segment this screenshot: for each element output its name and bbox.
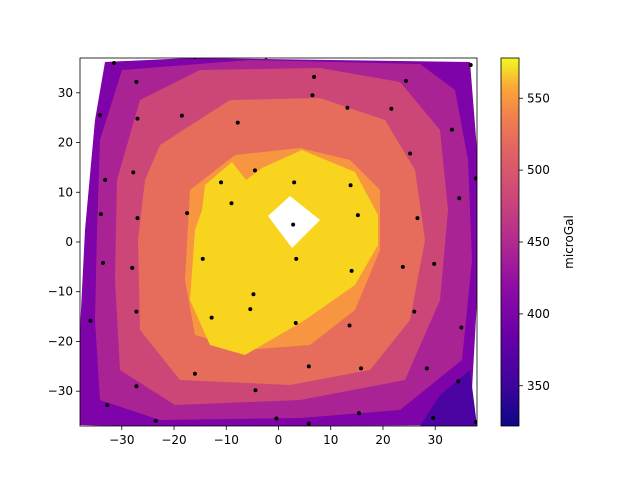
station-point — [358, 54, 362, 58]
station-point — [415, 216, 420, 221]
x-tick-label: 0 — [275, 433, 283, 447]
station-point — [248, 307, 253, 312]
station-point — [153, 419, 158, 424]
y-tick-label: −30 — [48, 384, 73, 398]
station-point — [459, 325, 464, 330]
colorbar-tick-label: 350 — [527, 379, 550, 393]
station-point — [235, 120, 240, 125]
colorbar-label: microGal — [562, 215, 576, 269]
station-point — [134, 384, 139, 389]
station-point — [135, 216, 140, 221]
station-point — [130, 265, 135, 270]
x-tick-label: 30 — [428, 433, 443, 447]
x-axis: −30 −20 −10 0 10 20 30 — [109, 426, 443, 447]
colorbar-tick-label: 450 — [527, 235, 550, 249]
station-point — [264, 58, 268, 60]
station-point — [111, 60, 116, 65]
station-point — [134, 79, 139, 84]
station-point — [105, 403, 110, 408]
station-point — [97, 113, 102, 118]
station-point — [292, 180, 297, 185]
station-point — [389, 106, 394, 111]
y-tick-label: −20 — [48, 334, 73, 348]
station-point — [432, 261, 437, 266]
contour-band-6 — [190, 150, 378, 355]
contour-missing-region — [268, 196, 320, 248]
x-tick-label: 10 — [323, 433, 338, 447]
station-point — [473, 420, 477, 425]
station-point — [135, 116, 140, 121]
x-tick-label: 20 — [375, 433, 390, 447]
y-tick-label: −10 — [48, 285, 73, 299]
y-tick-label: 30 — [58, 86, 73, 100]
station-point — [306, 421, 311, 426]
station-point — [274, 416, 279, 421]
station-point — [359, 366, 364, 371]
station-point — [219, 180, 224, 185]
station-point — [456, 379, 461, 384]
x-tick-label: −20 — [161, 433, 186, 447]
y-tick-label: 10 — [58, 185, 73, 199]
station-point — [98, 212, 103, 217]
x-tick-label: −30 — [109, 433, 134, 447]
station-point — [103, 177, 108, 182]
y-tick-label: 0 — [65, 235, 73, 249]
station-point — [348, 183, 353, 188]
y-axis: −30 −20 −10 0 10 20 30 — [48, 86, 80, 398]
station-point — [294, 256, 299, 261]
colorbar-tick-label: 400 — [527, 307, 550, 321]
station-point — [100, 260, 105, 265]
station-point — [185, 211, 190, 216]
station-markers — [88, 54, 477, 426]
station-point — [291, 222, 296, 227]
station-point — [252, 168, 257, 173]
station-point — [310, 93, 315, 98]
station-point — [345, 105, 350, 110]
colorbar — [500, 57, 520, 427]
station-point — [193, 58, 197, 60]
station-point — [209, 315, 214, 320]
station-point — [134, 309, 139, 314]
contour-band-corner-dark — [420, 370, 477, 426]
colorbar-tick-label: 500 — [527, 163, 550, 177]
colorbar-tick-label: 550 — [527, 91, 550, 105]
colorbar-ticks: 350 400 450 500 550 — [519, 91, 550, 393]
station-point — [408, 151, 413, 156]
station-point — [431, 416, 436, 421]
x-tick-label: −10 — [214, 433, 239, 447]
station-point — [449, 127, 454, 132]
station-point — [412, 309, 417, 314]
station-point — [131, 170, 136, 175]
station-point — [179, 113, 184, 118]
station-point — [88, 318, 93, 323]
station-point — [192, 371, 197, 376]
station-point — [347, 323, 352, 328]
station-point — [473, 176, 477, 181]
station-point — [424, 366, 429, 371]
station-point — [293, 321, 298, 326]
station-point — [403, 78, 408, 83]
station-point — [400, 264, 405, 269]
contour-fill — [80, 54, 477, 426]
station-point — [355, 213, 360, 218]
station-point — [349, 268, 354, 273]
station-point — [468, 62, 473, 67]
station-point — [253, 388, 258, 393]
station-point — [312, 74, 317, 79]
station-point — [200, 256, 205, 261]
station-point — [229, 201, 234, 206]
station-point — [356, 411, 361, 416]
station-point — [251, 292, 256, 297]
station-point — [457, 196, 462, 201]
station-point — [306, 364, 311, 369]
y-tick-label: 20 — [58, 136, 73, 150]
